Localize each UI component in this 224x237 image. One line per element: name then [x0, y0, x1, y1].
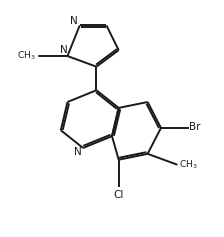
Text: N: N — [70, 16, 78, 27]
Text: CH$_3$: CH$_3$ — [17, 49, 35, 62]
Text: N: N — [74, 147, 81, 157]
Text: Cl: Cl — [114, 190, 124, 200]
Text: N: N — [60, 45, 68, 55]
Text: Br: Br — [190, 122, 201, 132]
Text: CH$_3$: CH$_3$ — [179, 159, 197, 171]
